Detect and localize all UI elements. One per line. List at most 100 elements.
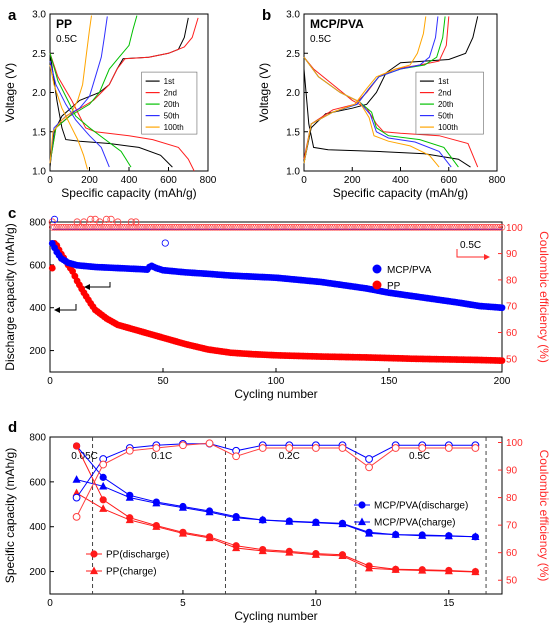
data-point-PP(discharge) [72, 442, 81, 450]
ce-point-pp [354, 223, 361, 231]
x-axis-label: Cycling number [234, 609, 317, 623]
y-tick-label: 2.5 [286, 49, 300, 60]
ce-point-pp [349, 223, 357, 231]
y2-axis-label: Coulombic efficiency (%) [537, 231, 550, 363]
ce-point-pp [412, 223, 420, 231]
y2-tick-label: 100 [506, 223, 523, 234]
legend-label: 50th [164, 112, 180, 121]
ce-point-pp [186, 223, 194, 231]
data-point-PP(charge) [338, 551, 347, 560]
data-point-PP CE [179, 441, 187, 450]
ce-point-pp [333, 223, 341, 231]
ce-point-pp [161, 223, 169, 231]
ce-point-pp [304, 223, 311, 231]
ce-point-pp [195, 223, 203, 231]
ce-point-pp [345, 223, 352, 231]
ce-point-pp [480, 223, 488, 231]
ce-point-pp [281, 223, 289, 231]
y-tick-label: 3.0 [286, 10, 300, 21]
ce-point-pp [372, 223, 379, 231]
ce-point-pp [53, 223, 61, 231]
ce-point-pp [297, 223, 305, 231]
ce-point-pp [478, 223, 485, 231]
legend-label: 20th [164, 100, 180, 109]
series-line-100th-discharge [49, 64, 88, 170]
legend-marker [89, 566, 99, 575]
ce-point-pp [182, 223, 189, 231]
y2-tick-label: 80 [506, 275, 518, 286]
ce-point-pp [347, 223, 354, 231]
ce-point-pp [446, 223, 454, 231]
ce-point-pp [308, 223, 316, 231]
x-tick-label: 800 [489, 175, 506, 186]
ce-point-pp [247, 223, 255, 231]
ce-point-pp [381, 223, 388, 231]
ce-point-pp [467, 223, 474, 231]
ce-point-pp [173, 223, 180, 231]
ce-point-pp [365, 223, 372, 231]
ce-point-pp [439, 223, 447, 231]
arrow-right [456, 249, 484, 258]
x-tick-label: 15 [443, 598, 455, 609]
ce-point-pp [448, 223, 456, 231]
ce-point-pp [317, 223, 325, 231]
rate-label: 0.2C [279, 451, 300, 462]
y-tick-label: 800 [29, 218, 46, 229]
x-axis-label: Cycling number [234, 387, 317, 401]
data-point-PP(charge) [418, 565, 427, 574]
data-point-PP(charge) [311, 550, 320, 558]
ce-point-pp [191, 223, 198, 231]
data-point-PP CE [152, 444, 161, 452]
ce-point-pp [259, 223, 266, 231]
series-line-20th-charge [49, 15, 138, 164]
ce-point-pp [326, 223, 334, 231]
arrowhead-right [484, 254, 490, 260]
ce-point-pp [342, 223, 350, 231]
ce-point-pp [241, 223, 248, 231]
ce-point-pp [225, 223, 232, 231]
legend-label-mcp: MCP/PVA [387, 265, 432, 276]
ce-point-pp [119, 223, 126, 231]
ce-point-pp [283, 223, 291, 231]
ce-point-pp [401, 223, 409, 231]
x-tick-label: 800 [200, 175, 217, 186]
ce-point-pp [243, 223, 250, 231]
y-axis-label: Specific capacity (mAh/g) [3, 448, 17, 583]
data-point-PP(charge) [285, 548, 294, 556]
ce-point-pp [335, 223, 343, 231]
ce-point-pp [146, 223, 153, 231]
y-tick-label: 1.0 [32, 167, 46, 178]
ce-point-pp [311, 223, 318, 231]
data-point-PP(charge) [444, 566, 453, 575]
y-tick-label: 2.0 [286, 88, 300, 99]
ce-point-pp [121, 223, 128, 231]
ce-point-pp [157, 223, 165, 231]
x-tick-label: 200 [494, 376, 511, 387]
ce-point-pp [460, 223, 467, 231]
data-point-PP(charge) [391, 565, 400, 573]
panel-title: PP [56, 17, 72, 31]
y2-tick-label: 90 [506, 249, 518, 260]
y2-tick-label: 60 [506, 328, 518, 339]
y2-tick-label: 80 [506, 493, 518, 504]
ce-point-pp [410, 223, 418, 231]
legend-label: MCP/PVA(discharge) [374, 501, 468, 512]
ce-point-pp [324, 223, 332, 231]
data-point-PP(charge) [99, 504, 108, 512]
arrowhead-left-1 [84, 284, 90, 290]
ce-point-pp [471, 223, 479, 231]
ce-point-pp [270, 223, 278, 231]
x-tick-label: 200 [344, 175, 361, 186]
ce-point-pp [57, 223, 65, 231]
ce-point-pp-outlier [48, 218, 56, 226]
data-point-MCP/PVA(charge) [285, 517, 294, 525]
series-line-100th-charge [49, 15, 92, 164]
ce-point-pp [394, 223, 402, 231]
ce-point-pp [218, 223, 226, 231]
ce-point-pp [415, 223, 422, 231]
data-point-PP CE [391, 444, 400, 452]
ce-point-pp [286, 223, 293, 231]
ce-point-pp [302, 223, 309, 231]
data-point-MCP/PVA(charge) [125, 493, 134, 501]
